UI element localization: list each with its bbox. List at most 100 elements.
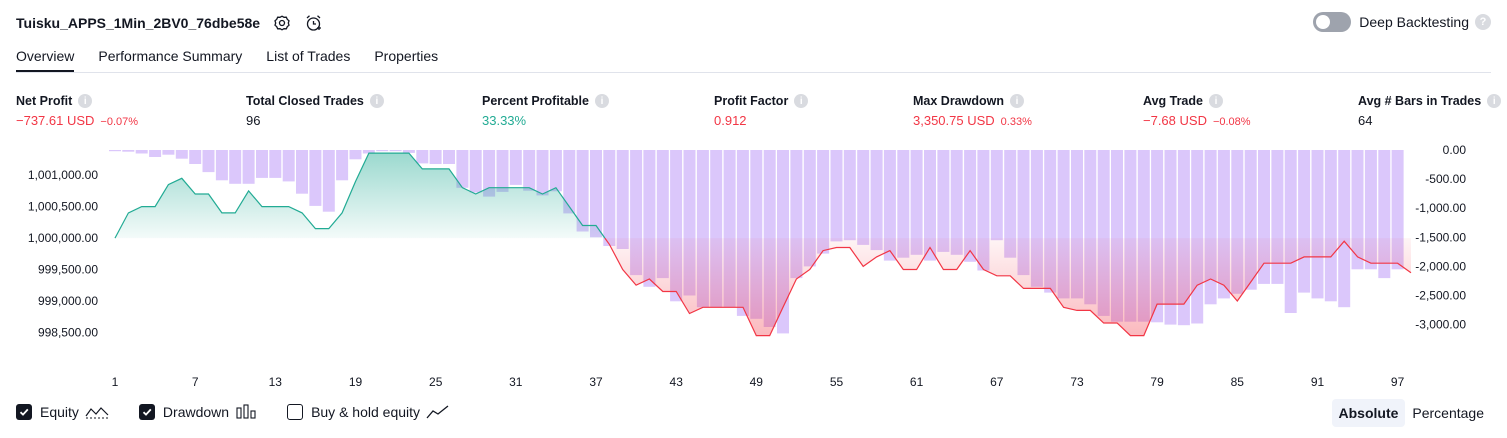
drawdown-label: Drawdown	[162, 404, 230, 420]
report-tabs: Overview Performance Summary List of Tra…	[16, 48, 462, 73]
percentage-button[interactable]: Percentage	[1412, 405, 1484, 421]
drawdown-bar	[389, 150, 402, 152]
y-left-tick-label: 1,001,000.00	[28, 168, 98, 182]
drawdown-bar	[483, 150, 496, 197]
drawdown-bar	[897, 150, 910, 258]
metric-value: −7.68 USD	[1143, 113, 1207, 128]
tab-list-of-trades[interactable]: List of Trades	[266, 48, 351, 64]
info-icon[interactable]: i	[794, 94, 809, 108]
y-right-tick-label: -1,500.00	[1415, 230, 1466, 244]
drawdown-bar	[215, 150, 228, 181]
scale-mode-toggle: Absolute Percentage	[1331, 399, 1492, 427]
buy-hold-checkbox[interactable]	[287, 404, 304, 420]
info-icon[interactable]: i	[1487, 94, 1502, 108]
metric-label: Profit Factor	[714, 94, 789, 108]
drawdown-bar	[817, 150, 830, 254]
help-icon[interactable]: ?	[1475, 14, 1491, 30]
drawdown-bar	[349, 150, 362, 160]
drawdown-checkbox[interactable]	[138, 404, 155, 420]
deep-backtesting-control: Deep Backtesting ?	[1313, 12, 1491, 32]
y-right-tick-label: -2,000.00	[1415, 259, 1466, 273]
info-icon[interactable]: i	[1208, 94, 1223, 108]
drawdown-bar	[1298, 150, 1311, 293]
metric-label: Max Drawdown	[913, 94, 1004, 108]
drawdown-bar	[924, 150, 936, 261]
x-tick-label: 7	[192, 375, 199, 389]
x-tick-label: 43	[670, 375, 684, 389]
drawdown-bar	[1271, 150, 1284, 284]
metric-max-drawdown: Max Drawdown i 3,350.75 USD 0.33%	[913, 93, 1032, 128]
y-right-tick-label: -1,000.00	[1415, 201, 1466, 215]
toggle-knob	[1316, 15, 1331, 29]
drawdown-bar	[122, 150, 135, 152]
drawdown-bar	[576, 150, 589, 232]
add-alert-icon[interactable]	[304, 13, 324, 33]
drawdown-bars-icon	[236, 404, 256, 419]
metric-label: Avg Trade	[1143, 94, 1203, 108]
y-right-tick-label: -2,500.00	[1415, 289, 1466, 303]
info-icon[interactable]: i	[1010, 94, 1024, 108]
drawdown-bar	[376, 150, 389, 152]
drawdown-bar	[990, 150, 1003, 241]
metric-label: Total Closed Trades	[246, 94, 364, 108]
legend-equity[interactable]: Equity	[16, 404, 109, 420]
drawdown-bar	[1324, 150, 1337, 302]
metric-value: −737.61 USD	[16, 113, 95, 128]
equity-line-icon	[85, 407, 109, 419]
info-icon[interactable]: i	[78, 94, 93, 108]
drawdown-bar	[429, 150, 442, 164]
tab-overview[interactable]: Overview	[16, 48, 75, 73]
info-icon[interactable]: i	[369, 94, 384, 108]
drawdown-bar	[964, 150, 977, 262]
drawdown-bar	[1191, 150, 1204, 324]
tab-properties[interactable]: Properties	[374, 48, 439, 64]
drawdown-bar	[857, 150, 870, 245]
y-left-tick-label: 998,500.00	[38, 325, 98, 339]
drawdown-bar	[910, 150, 923, 255]
drawdown-bar	[229, 150, 242, 184]
drawdown-bar	[282, 150, 295, 182]
equity-checkbox[interactable]	[16, 404, 32, 420]
absolute-button[interactable]: Absolute	[1331, 399, 1406, 427]
info-icon[interactable]: i	[594, 94, 609, 108]
drawdown-bar	[189, 150, 202, 164]
x-tick-label: 67	[990, 375, 1004, 389]
x-tick-label: 19	[349, 375, 363, 389]
x-tick-label: 73	[1070, 375, 1084, 389]
drawdown-bar	[175, 150, 188, 159]
metric-percent: −0.08%	[1212, 116, 1251, 128]
metric-value: 0.912	[714, 113, 747, 128]
drawdown-bar	[509, 150, 522, 185]
drawdown-bar	[242, 150, 255, 184]
metric-label: Percent Profitable	[482, 94, 589, 108]
metric-value: 33.33%	[482, 113, 527, 128]
drawdown-bar	[536, 150, 549, 196]
x-tick-label: 13	[269, 375, 283, 389]
metric-avg-trade: Avg Trade i −7.68 USD −0.08%	[1143, 93, 1251, 128]
buy-hold-label: Buy & hold equity	[311, 404, 421, 420]
drawdown-bar	[322, 150, 335, 212]
drawdown-bar	[416, 150, 429, 164]
equity-drawdown-chart[interactable]: 1,001,000.00 1,000,500.00 1,000,000.00 999,…	[0, 140, 1507, 395]
tab-performance-summary[interactable]: Performance Summary	[98, 48, 243, 64]
settings-icon[interactable]	[272, 13, 292, 33]
x-tick-label: 37	[589, 375, 603, 389]
deep-backtesting-toggle[interactable]	[1313, 12, 1352, 32]
equity-loss-area	[604, 238, 1411, 336]
metric-label: Net Profit	[16, 94, 73, 108]
metric-percent-profitable: Percent Profitable i 33.33%	[482, 93, 609, 128]
legend-drawdown[interactable]: Drawdown	[138, 404, 257, 420]
chart-legend: Equity Drawdown Buy & hold equity	[16, 404, 480, 420]
x-tick-label: 49	[750, 375, 764, 389]
drawdown-bar	[830, 150, 843, 242]
drawdown-bar	[309, 150, 322, 206]
x-tick-label: 31	[509, 375, 523, 389]
metric-value: 3,350.75 USD	[913, 113, 995, 128]
drawdown-bar	[296, 150, 308, 194]
drawdown-bar	[269, 150, 282, 178]
drawdown-bar	[362, 150, 375, 154]
metric-label: Avg # Bars in Trades	[1358, 94, 1482, 108]
y-left-tick-label: 999,000.00	[38, 294, 98, 308]
legend-buy-hold-equity[interactable]: Buy & hold equity	[287, 404, 450, 420]
drawdown-bar	[843, 150, 856, 241]
